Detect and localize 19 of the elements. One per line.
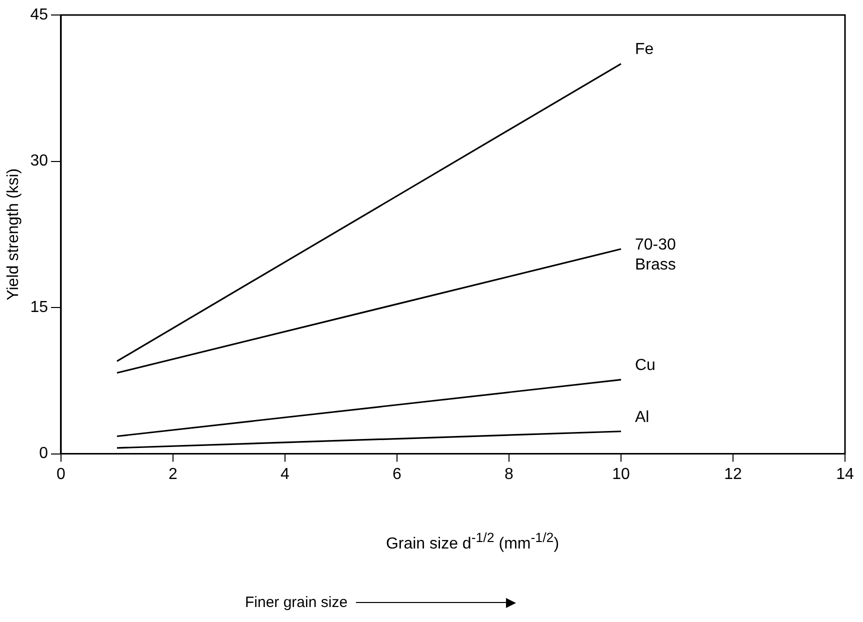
x-tick-label: 14 [836, 466, 854, 483]
x-tick-label: 4 [280, 466, 290, 483]
x-tick-label: 6 [392, 466, 402, 483]
y-tick-label: 45 [30, 6, 48, 24]
x-axis-title: Grain size d$^{-1/2}$ (mm$^{-1/2}$) [384, 530, 560, 554]
x-tick-label: 0 [56, 466, 66, 483]
y-tick-label: 15 [30, 298, 48, 316]
x-tick-label: 12 [724, 466, 742, 483]
x-tick-label: 8 [504, 466, 514, 483]
text: Finer grain size [245, 594, 348, 611]
y-tick-label: 0 [39, 445, 48, 462]
x-tick-label: 2 [168, 466, 178, 483]
series-label: Al [635, 408, 650, 426]
series-label: 70-30 Brass [635, 236, 676, 274]
x-tick-label: 10 [612, 466, 630, 483]
y-tick-label: 30 [30, 152, 48, 170]
y-axis-title: Yield strength (ksi) [5, 168, 22, 300]
series-label: Fe [635, 41, 654, 58]
series-label: Cu [635, 357, 656, 374]
